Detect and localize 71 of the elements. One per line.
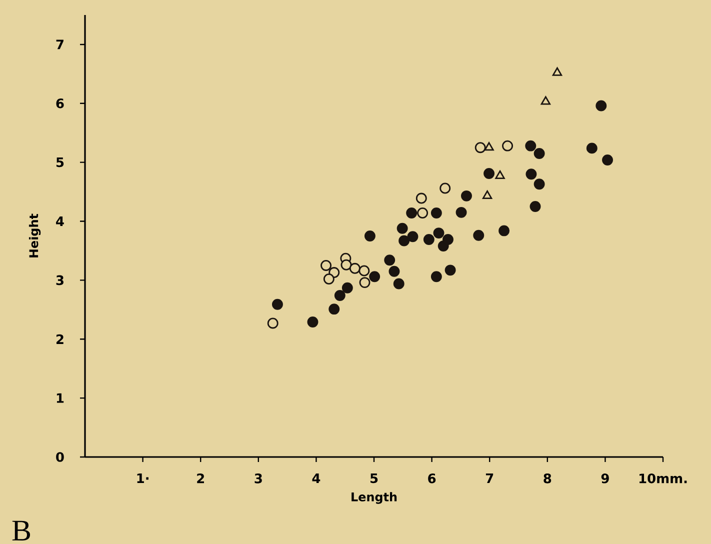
x-tick-label: 6: [428, 474, 436, 484]
text: B: [12, 520, 30, 540]
point: [484, 168, 495, 180]
point: [342, 282, 353, 294]
point: [530, 201, 541, 212]
x-tick-label: 2: [197, 474, 204, 484]
y-tick-label: 0: [56, 452, 64, 462]
point: [525, 140, 536, 152]
point: [586, 142, 598, 154]
point: [442, 234, 454, 246]
x-tick-label: 9: [601, 474, 609, 484]
point: [484, 142, 494, 151]
point: [456, 206, 467, 218]
x-tick-label: 1·: [137, 474, 148, 483]
point: [495, 170, 505, 179]
x-axis-title: Length: [352, 492, 397, 504]
point: [307, 316, 318, 328]
y-tick-label: 5: [56, 158, 64, 168]
point: [334, 290, 346, 302]
point: [433, 228, 444, 239]
point: [482, 190, 492, 200]
point: [267, 318, 278, 329]
y-tick-label: 2: [56, 334, 64, 344]
point: [396, 222, 408, 234]
point: [384, 254, 396, 266]
point: [359, 277, 370, 288]
point: [388, 266, 400, 277]
point: [502, 140, 514, 152]
point: [407, 231, 418, 242]
point: [340, 259, 352, 270]
point: [498, 225, 510, 236]
point: [440, 182, 451, 194]
point: [323, 274, 334, 284]
point: [369, 271, 380, 282]
y-tick-label: 7: [56, 40, 64, 50]
point: [393, 278, 404, 290]
point: [320, 260, 332, 271]
point: [534, 148, 545, 159]
point: [272, 298, 283, 310]
x-tick-label: 3: [254, 474, 262, 484]
point: [602, 154, 613, 166]
point: [406, 208, 418, 218]
point: [416, 192, 427, 204]
point: [534, 178, 545, 190]
x-tick-label: 10mm.: [640, 474, 687, 484]
x-tick-label: 5: [370, 474, 378, 484]
point: [474, 142, 486, 154]
point: [358, 265, 370, 276]
y-axis-title: Height: [28, 214, 41, 258]
point: [444, 264, 456, 276]
point: [596, 100, 607, 112]
y-tick-label: 6: [56, 98, 64, 108]
x-tick-label: 4: [312, 474, 320, 483]
x-tick-label: 7: [486, 474, 494, 483]
point: [540, 96, 551, 105]
point: [398, 235, 410, 246]
point: [430, 208, 442, 218]
y-tick-label: 1: [56, 393, 64, 403]
point: [423, 234, 434, 246]
point: [526, 168, 537, 180]
y-tick-label: 3: [56, 275, 64, 286]
point: [417, 208, 428, 218]
point: [328, 304, 340, 315]
point: [473, 230, 484, 241]
point: [461, 190, 472, 202]
point: [349, 262, 360, 274]
point: [364, 230, 376, 242]
point: [430, 271, 442, 282]
y-tick-label: 4: [56, 216, 64, 226]
point: [552, 67, 562, 76]
x-tick-label: 8: [544, 474, 552, 484]
